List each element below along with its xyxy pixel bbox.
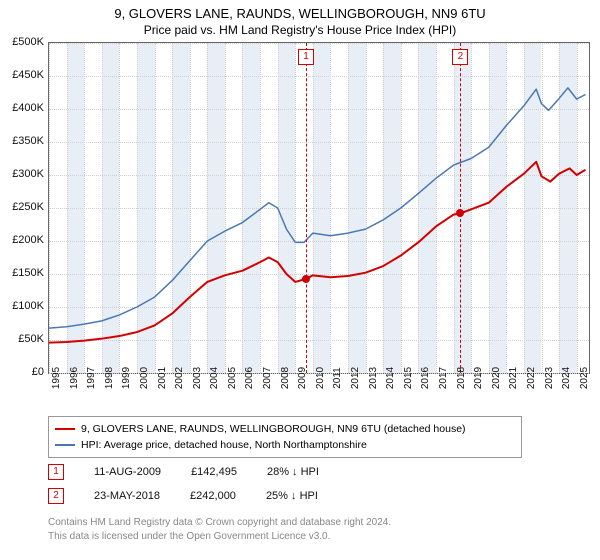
footer-line1: Contains HM Land Registry data © Crown c… [48, 516, 391, 530]
xtick-label: 2009 [297, 367, 308, 389]
xtick-label: 1999 [121, 367, 132, 389]
xtick-label: 2020 [491, 367, 502, 389]
ytick-label: £500K [0, 36, 44, 48]
ytick-label: £250K [0, 201, 44, 213]
xtick-label: 2021 [508, 367, 519, 389]
ytick-label: £450K [0, 69, 44, 81]
xtick-label: 2013 [368, 367, 379, 389]
xtick-label: 2022 [526, 367, 537, 389]
ytick-label: £350K [0, 135, 44, 147]
legend-swatch [55, 428, 75, 430]
sale-detail-row: 2 23-MAY-2018 £242,000 25% ↓ HPI [48, 488, 318, 504]
sale-point [456, 209, 464, 217]
xtick-label: 2017 [438, 367, 449, 389]
sale-detail-date: 23-MAY-2018 [94, 490, 160, 502]
footer-attribution: Contains HM Land Registry data © Crown c… [48, 516, 391, 543]
sale-detail-marker: 1 [48, 464, 64, 480]
sale-detail-price: £242,000 [190, 490, 236, 502]
property-line [49, 162, 585, 343]
xtick-label: 2007 [262, 367, 273, 389]
legend-swatch [55, 444, 75, 446]
sale-point [302, 275, 310, 283]
sale-marker-box: 1 [298, 49, 314, 65]
chart-container: 9, GLOVERS LANE, RAUNDS, WELLINGBOROUGH,… [0, 0, 600, 560]
xtick-label: 2019 [473, 367, 484, 389]
xtick-label: 2025 [579, 367, 590, 389]
xtick-label: 2010 [315, 367, 326, 389]
ytick-label: £300K [0, 168, 44, 180]
ytick-label: £100K [0, 300, 44, 312]
xtick-label: 2004 [209, 367, 220, 389]
xtick-label: 1996 [69, 367, 80, 389]
xtick-label: 2001 [157, 367, 168, 389]
xtick-label: 2000 [139, 367, 150, 389]
ytick-label: £50K [0, 333, 44, 345]
sale-marker-line [306, 43, 307, 373]
ytick-label: £0 [0, 366, 44, 378]
sale-marker-line [460, 43, 461, 373]
xtick-label: 1995 [51, 367, 62, 389]
legend-label: 9, GLOVERS LANE, RAUNDS, WELLINGBOROUGH,… [81, 421, 466, 437]
xtick-label: 2015 [403, 367, 414, 389]
legend-label: HPI: Average price, detached house, Nort… [81, 437, 367, 453]
chart-subtitle: Price paid vs. HM Land Registry's House … [0, 21, 600, 37]
legend-box: 9, GLOVERS LANE, RAUNDS, WELLINGBOROUGH,… [48, 416, 522, 458]
ytick-label: £150K [0, 267, 44, 279]
xtick-label: 1997 [86, 367, 97, 389]
xtick-label: 2003 [192, 367, 203, 389]
hpi-line [49, 88, 585, 328]
legend-row: 9, GLOVERS LANE, RAUNDS, WELLINGBOROUGH,… [55, 421, 515, 437]
xtick-label: 2016 [420, 367, 431, 389]
sale-detail-price: £142,495 [191, 466, 237, 478]
chart-title: 9, GLOVERS LANE, RAUNDS, WELLINGBOROUGH,… [0, 0, 600, 21]
xtick-label: 2024 [561, 367, 572, 389]
sale-detail-row: 1 11-AUG-2009 £142,495 28% ↓ HPI [48, 464, 319, 480]
xtick-label: 2008 [280, 367, 291, 389]
xtick-label: 2012 [350, 367, 361, 389]
xtick-label: 2023 [544, 367, 555, 389]
ytick-label: £200K [0, 234, 44, 246]
footer-line2: This data is licensed under the Open Gov… [48, 530, 391, 544]
xtick-label: 2018 [456, 367, 467, 389]
sale-detail-diff: 25% ↓ HPI [266, 490, 318, 502]
xtick-label: 2006 [244, 367, 255, 389]
plot-area: 12 [48, 42, 590, 374]
xtick-label: 2005 [227, 367, 238, 389]
xtick-label: 2002 [174, 367, 185, 389]
sale-detail-date: 11-AUG-2009 [94, 466, 161, 478]
xtick-label: 1998 [104, 367, 115, 389]
xtick-label: 2014 [385, 367, 396, 389]
ytick-label: £400K [0, 102, 44, 114]
sale-marker-box: 2 [452, 49, 468, 65]
sale-detail-marker: 2 [48, 488, 64, 504]
line-svg [49, 43, 589, 373]
legend-row: HPI: Average price, detached house, Nort… [55, 437, 515, 453]
sale-detail-diff: 28% ↓ HPI [267, 466, 319, 478]
xtick-label: 2011 [332, 367, 343, 389]
